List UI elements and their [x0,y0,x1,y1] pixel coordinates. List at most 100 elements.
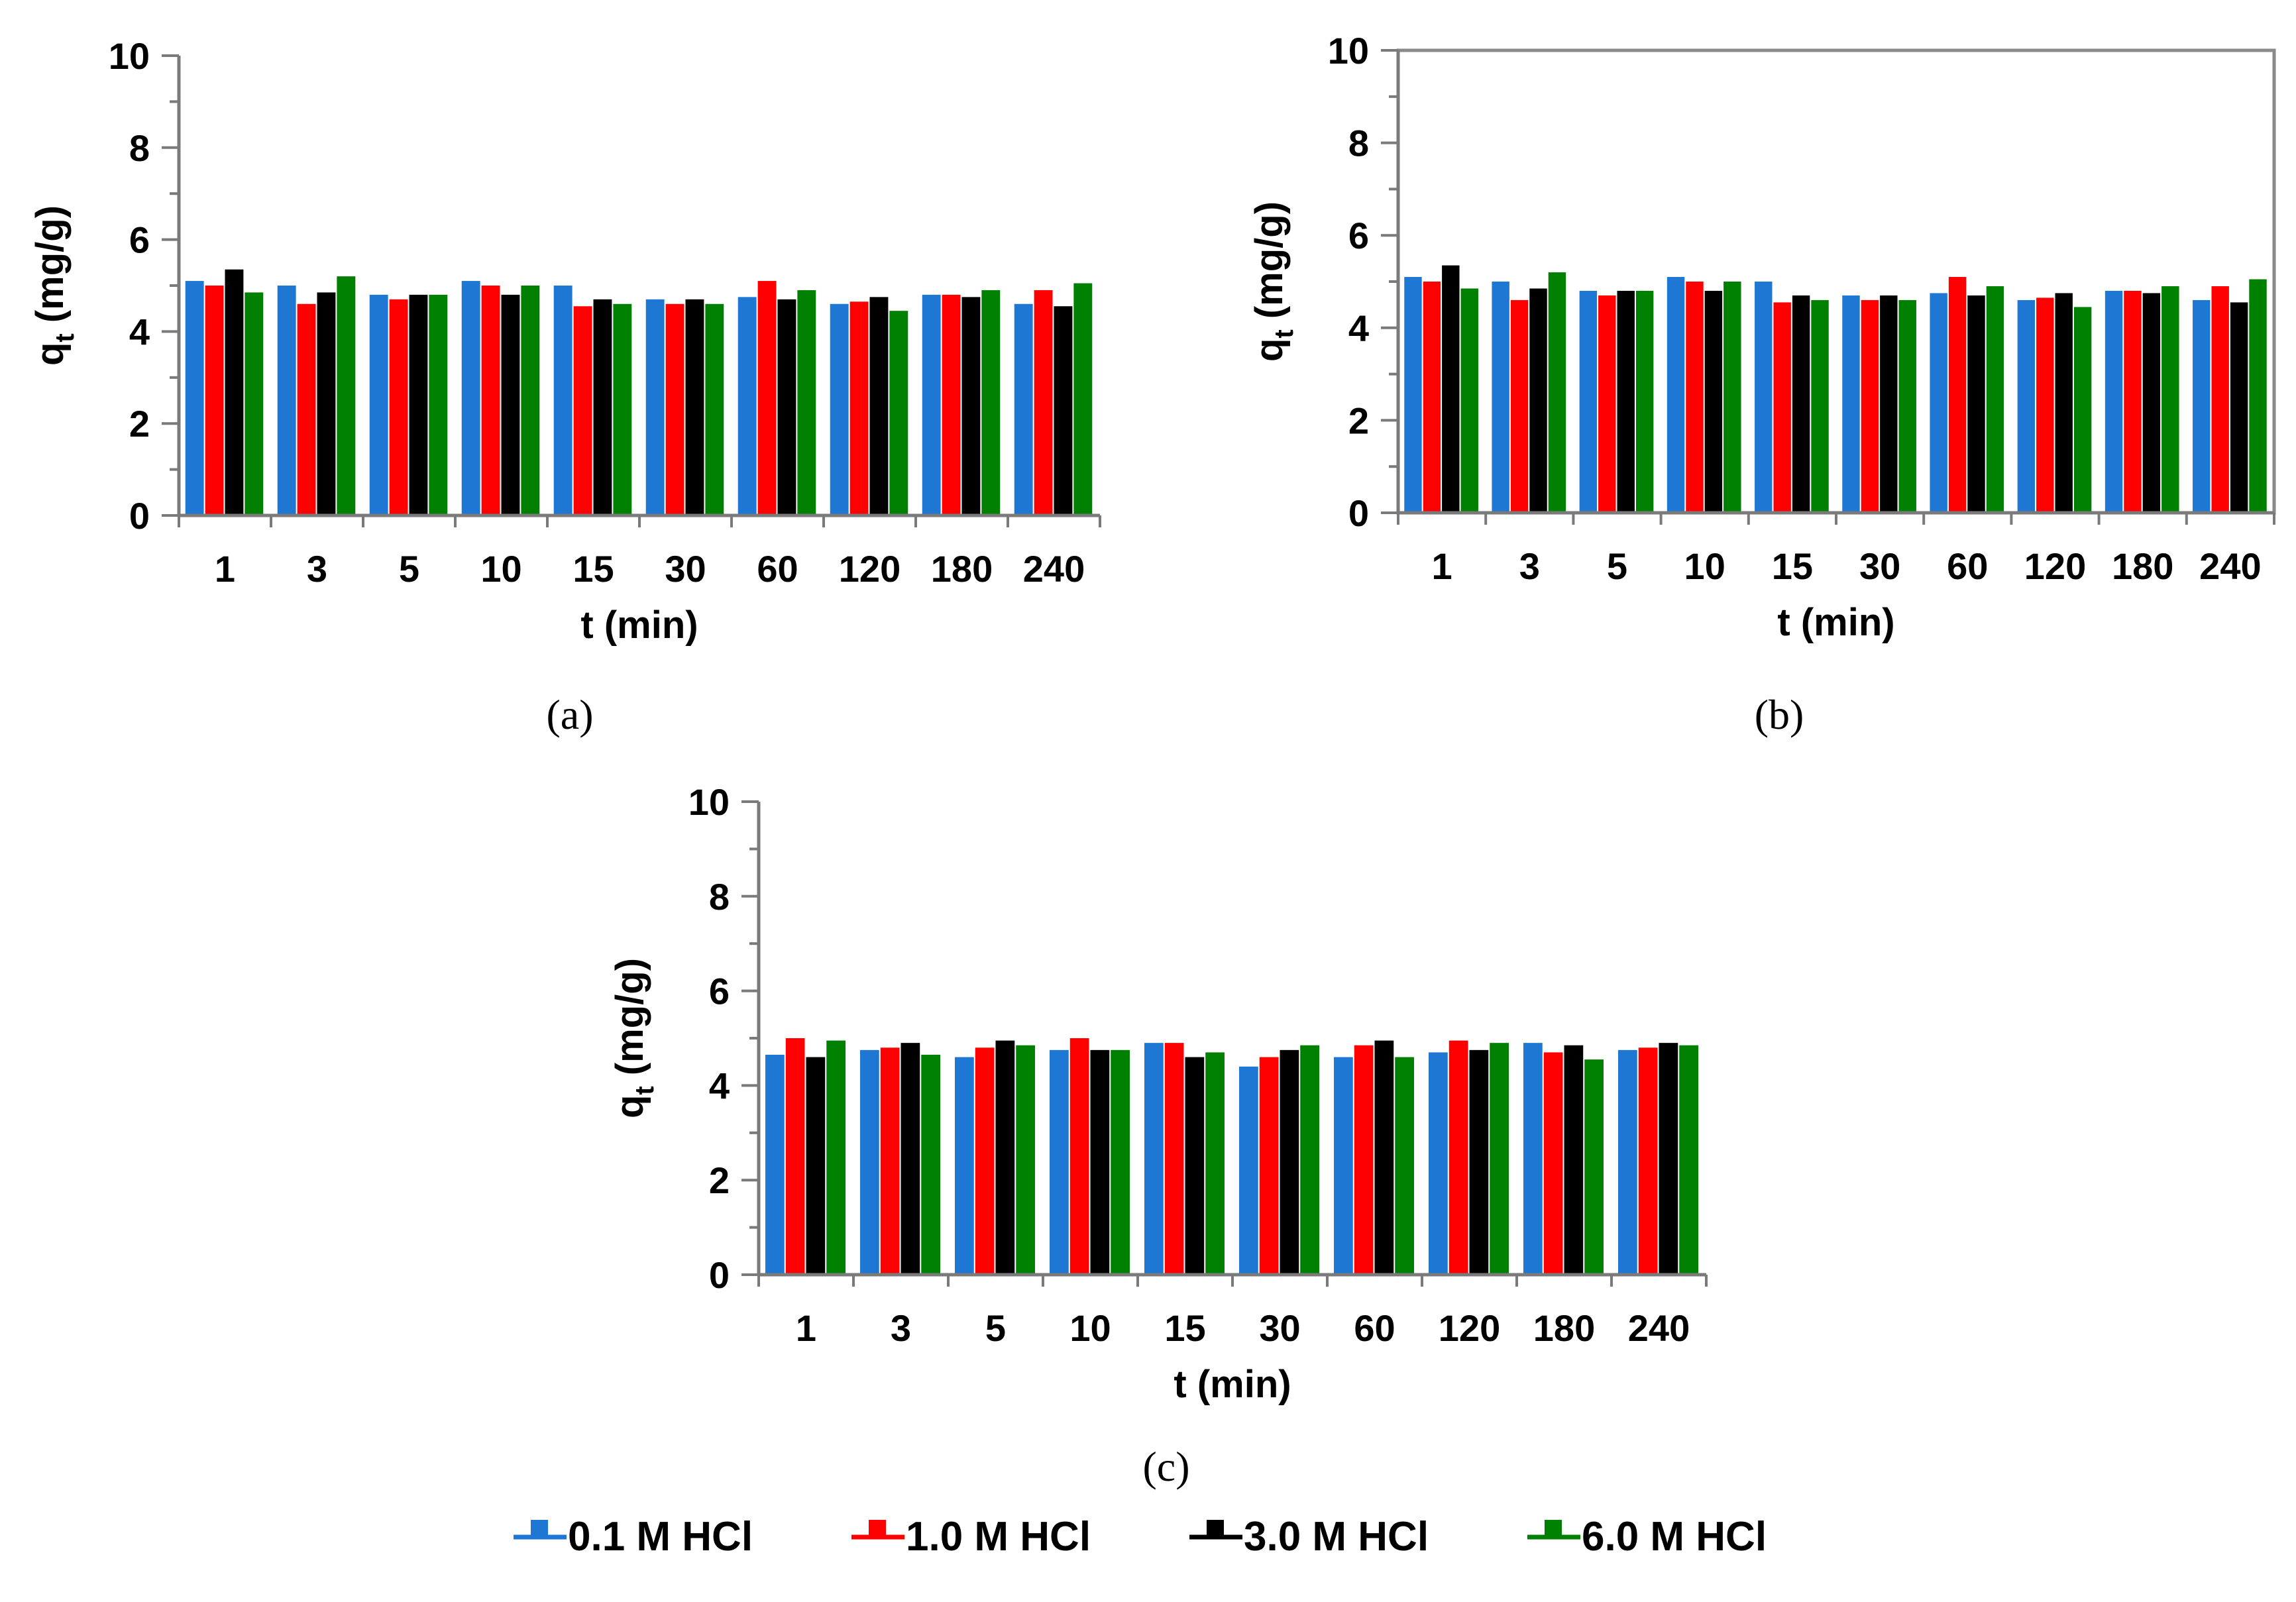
x-tick-label: 120 [839,548,901,590]
bar-15-series-1 [553,286,573,515]
y-tick-label: 10 [109,35,150,77]
legend-marker-series-1 [531,1520,548,1537]
bar-15-series-4 [613,303,632,515]
bar-1-series-2 [205,286,224,515]
x-axis-title: t (min) [1174,1363,1291,1406]
legend-marker-series-2 [869,1520,886,1537]
bar-15-series-4 [1205,1052,1225,1275]
bar-10-series-1 [1667,277,1685,513]
bar-240-series-3 [2230,302,2248,513]
y-axis-title: qt (mg/g) [608,958,659,1118]
bar-5-series-3 [1617,290,1635,513]
bar-180-series-2 [2124,290,2142,513]
bar-60-series-3 [777,299,796,515]
bar-10-series-2 [1069,1038,1089,1275]
bar-60-series-3 [1374,1040,1394,1275]
bar-60-series-1 [738,297,757,515]
bar-5-series-4 [429,294,448,515]
bar-5-series-2 [1598,295,1616,513]
bar-10-series-4 [1111,1049,1130,1275]
bar-1-series-1 [765,1054,785,1275]
bar-10-series-3 [1090,1049,1110,1275]
x-tick-label: 30 [1859,545,1900,587]
bar-15-series-3 [593,299,612,515]
x-tick-label: 10 [480,548,521,590]
bar-180-series-2 [1543,1052,1563,1275]
y-tick-label: 2 [129,403,150,445]
x-tick-label: 5 [985,1307,1006,1349]
bar-30-series-3 [1880,295,1898,513]
bar-240-series-1 [1014,303,1033,515]
bar-60-series-4 [1986,286,2004,513]
y-tick-label: 6 [709,971,730,1012]
bar-15-series-2 [1773,302,1791,513]
y-axis-title: qt (mg/g) [28,205,80,366]
bar-180-series-4 [2161,286,2179,513]
bar-60-series-1 [1930,293,1947,513]
x-tick-label: 15 [1772,545,1813,587]
y-axis-title-subscript: t [50,333,80,342]
bar-240-series-4 [2249,279,2267,513]
bar-60-series-4 [797,290,816,515]
bar-180-series-4 [1584,1059,1604,1275]
bar-120-series-1 [830,303,849,515]
bar-10-series-3 [501,294,520,515]
bar-5-series-1 [1579,290,1598,513]
bar-240-series-1 [1618,1049,1637,1275]
bar-30-series-4 [1898,299,1916,513]
bar-30-series-2 [665,303,684,515]
bar-15-series-1 [1144,1043,1164,1275]
bar-1-series-4 [826,1040,846,1275]
bar-15-series-1 [1755,282,1773,513]
bar-240-series-1 [2193,299,2211,513]
bar-15-series-3 [1792,295,1810,513]
x-tick-label: 3 [891,1307,911,1349]
bar-240-series-2 [1638,1047,1658,1275]
bar-120-series-1 [2017,299,2036,513]
bar-60-series-2 [1948,277,1967,513]
bar-3-series-2 [1510,299,1529,513]
bar-240-series-2 [2211,286,2229,513]
bar-3-series-2 [880,1047,900,1275]
bar-3-series-4 [337,276,356,515]
bar-10-series-1 [1050,1049,1069,1275]
x-tick-label: 15 [573,548,614,590]
bar-120-series-2 [2036,297,2054,513]
x-tick-label: 1 [215,548,235,590]
y-tick-label: 4 [1348,307,1369,349]
legend-label-series-2: 1.0 M HCl [906,1514,1091,1560]
panel-caption: (c) [1142,1443,1189,1490]
x-axis-title: t (min) [1777,601,1894,644]
bar-240-series-4 [1073,283,1093,515]
y-tick-label: 10 [688,781,730,823]
x-tick-label: 10 [1069,1307,1111,1349]
bar-120-series-2 [1449,1040,1468,1275]
bar-3-series-1 [277,286,296,515]
bar-15-series-3 [1185,1057,1205,1275]
y-axis-title-unit: (mg/g) [608,958,651,1086]
y-tick-label: 0 [1348,492,1369,534]
bar-1-series-4 [245,292,264,515]
y-tick-label: 8 [709,876,730,918]
bar-5-series-3 [409,294,428,515]
bar-120-series-4 [1490,1043,1509,1275]
x-tick-label: 5 [1607,545,1627,587]
x-tick-label: 30 [1259,1307,1300,1349]
bar-30-series-4 [705,303,724,515]
x-tick-label: 3 [1519,545,1540,587]
bar-180-series-2 [942,294,961,515]
chart-panel-1: 0 2 4 6 8 10 1 3 5 10 15 30 60 120 180 240 t (min) qt (mg… [28,35,1101,738]
bar-1-series-4 [1460,288,1478,513]
bar-120-series-3 [869,297,889,515]
bar-240-series-3 [1659,1043,1678,1275]
bar-30-series-4 [1300,1045,1319,1275]
x-tick-label: 120 [1439,1307,1500,1349]
bar-120-series-4 [2073,307,2092,513]
x-tick-label: 60 [757,548,798,590]
y-axis-title-symbol: q [1248,339,1291,362]
bar-240-series-4 [1679,1045,1698,1275]
x-tick-label: 180 [1533,1307,1595,1349]
bar-5-series-1 [955,1057,974,1275]
bar-120-series-3 [1469,1049,1489,1275]
y-tick-label: 10 [1328,30,1369,72]
